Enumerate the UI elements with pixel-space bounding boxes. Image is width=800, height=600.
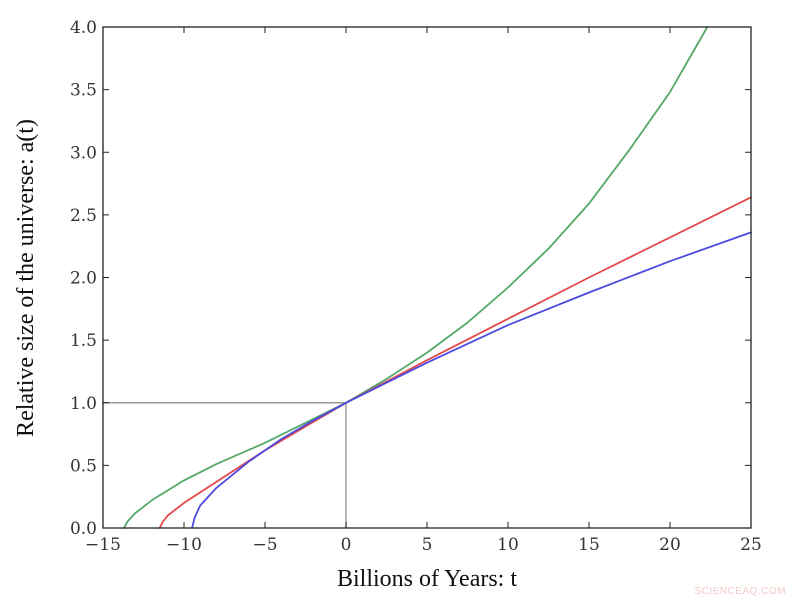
series-lines [123,26,752,529]
y-tick-label: 0.5 [70,456,97,476]
y-tick-label: 1.0 [70,394,97,414]
x-tick-label: −10 [166,535,202,555]
y-tick-label: 3.5 [70,81,97,101]
x-tick-label: 10 [497,535,519,555]
y-tick-label: 2.0 [70,269,97,289]
y-tick-label: 4.0 [70,18,97,38]
y-axis-title: Relative size of the universe: a(t) [13,119,39,437]
x-tick-label: 20 [659,535,681,555]
x-tick-label: −5 [252,535,277,555]
watermark-text: SCIENCEAQ.COM [694,586,786,597]
axis-ticks: −15 −10 −5 0 5 10 15 20 25 0.0 0.5 1.0 1.5 2.0 2.5 3.0 3… [70,18,762,555]
x-tick-label: 0 [341,535,352,555]
x-tick-label: 15 [578,535,600,555]
y-tick-label: 3.0 [70,143,97,163]
plot-frame [102,26,752,529]
y-tick-label: 0.0 [70,519,97,539]
series-line-3 [191,231,752,529]
x-tick-label: −15 [85,535,121,555]
series-line-1 [123,26,709,529]
x-tick-label: 25 [740,535,762,555]
y-tick-label: 1.5 [70,331,97,351]
reference-lines [103,402,347,528]
x-axis-title: Billions of Years: t [337,566,517,592]
x-tick-label: 5 [422,535,433,555]
y-tick-label: 2.5 [70,206,97,226]
series-line-2 [158,196,752,529]
